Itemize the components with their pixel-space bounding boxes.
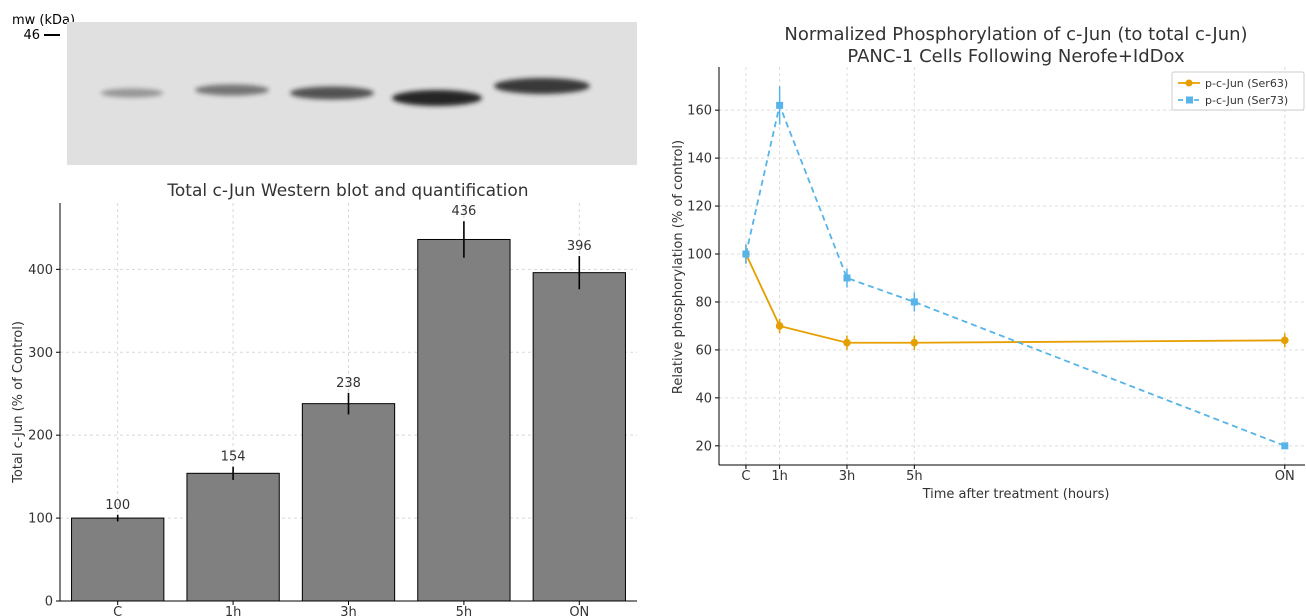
bar-y-tick-label: 300	[28, 346, 53, 361]
bar-chart-ylabel: Total c-Jun (% of Control)	[11, 321, 26, 484]
line-chart-series	[742, 86, 1289, 450]
bar-x-tick-label: ON	[569, 605, 589, 616]
series-point	[1280, 336, 1289, 345]
line-chart-subtitle: PANC-1 Cells Following Nerofe+IdDox	[847, 46, 1185, 67]
bar-y-tick-label: 400	[28, 263, 53, 278]
series-point	[843, 338, 851, 347]
phosphorylation-line-chart: 20 40 60 80 100 120 140 160 C 1h 3h 5h ON Normalized…	[671, 24, 1305, 502]
western-blot-panel: mw (kDa) 46	[0, 0, 650, 170]
series-point	[843, 274, 851, 282]
line-y-tick-label: 20	[695, 439, 712, 454]
legend-swatch-marker	[1185, 79, 1193, 87]
legend-entry-label: p-c-Jun (Ser63)	[1205, 77, 1288, 90]
blot-bands	[101, 78, 590, 106]
series-point	[742, 250, 750, 258]
series-point	[776, 101, 784, 109]
line-chart-legend: p-c-Jun (Ser63) p-c-Jun (Ser73)	[1171, 71, 1305, 111]
line-y-tick-label: 160	[687, 104, 712, 119]
line-chart-title: Normalized Phosphorylation of c-Jun (to …	[784, 24, 1247, 45]
line-y-tick-label: 60	[695, 343, 712, 358]
blot-band	[290, 86, 374, 100]
line-x-tick-label: 3h	[839, 469, 856, 484]
bar-C	[71, 517, 165, 602]
western-blot-image: mw (kDa) 46	[12, 13, 637, 165]
series-point	[910, 338, 919, 347]
blot-band	[392, 90, 482, 106]
series-line-ser73	[745, 102, 1286, 447]
line-chart-axes	[718, 67, 1305, 466]
line-x-tick-label: ON	[1275, 469, 1295, 484]
line-y-tick-label: 80	[695, 295, 712, 310]
line-chart-grid	[719, 67, 1305, 465]
bar-data-label: 396	[567, 239, 592, 254]
line-y-tick-label: 140	[687, 152, 712, 167]
total-cjun-bar-chart: 100 154 238 436 396 C 1h 3h 5h ON 0 100 200 300 400 T…	[11, 181, 637, 616]
bar-x-tick-label: 5h	[456, 605, 473, 616]
bar-data-label: 100	[105, 498, 130, 513]
bar-chart-bars: 100 154 238 436 396	[71, 204, 626, 602]
line-chart-ylabel: Relative phosphorylation (% of control)	[671, 140, 686, 394]
line-y-tick-label: 120	[687, 200, 712, 215]
legend-swatch-marker	[1186, 96, 1193, 104]
series-point	[910, 298, 918, 306]
series-line-ser63	[745, 253, 1285, 344]
legend-box	[1171, 71, 1305, 111]
line-x-tick-label: 5h	[906, 469, 923, 484]
blot-band	[195, 84, 269, 96]
line-y-tick-label: 40	[695, 391, 712, 406]
bar-x-tick-label: 3h	[340, 605, 357, 616]
line-x-tick-label: C	[741, 469, 750, 484]
line-y-tick-label: 100	[687, 248, 712, 263]
line-x-tick-label: 1h	[771, 469, 788, 484]
series-point	[1281, 442, 1289, 450]
bar-x-tick-label: C	[113, 605, 122, 616]
bar-ON	[532, 272, 626, 602]
bar-3h	[301, 403, 396, 602]
blot-band	[494, 78, 590, 94]
bar-1h	[186, 472, 280, 602]
bar-x-tick-label: 1h	[225, 605, 242, 616]
bar-data-label: 436	[451, 204, 476, 219]
bar-chart-ticks: C 1h 3h 5h ON 0 100 200 300 400	[28, 263, 589, 616]
bar-y-tick-label: 200	[28, 429, 53, 444]
bar-chart-title: Total c-Jun Western blot and quantificat…	[166, 181, 528, 201]
mw-axis-label: mw (kDa)	[12, 13, 75, 28]
blot-band	[101, 88, 163, 98]
bar-data-label: 238	[336, 376, 361, 391]
bar-5h	[417, 238, 511, 602]
line-chart-ticks: 20 40 60 80 100 120 140 160 C 1h 3h 5h ON	[687, 104, 1295, 484]
series-point	[775, 322, 784, 330]
bar-y-tick-label: 100	[28, 512, 53, 527]
mw-marker-label: 46	[23, 28, 40, 43]
line-chart-xlabel: Time after treatment (hours)	[922, 487, 1110, 502]
bar-data-label: 154	[221, 450, 246, 465]
legend-entry-label: p-c-Jun (Ser73)	[1205, 94, 1288, 107]
bar-y-tick-label: 0	[45, 595, 53, 610]
